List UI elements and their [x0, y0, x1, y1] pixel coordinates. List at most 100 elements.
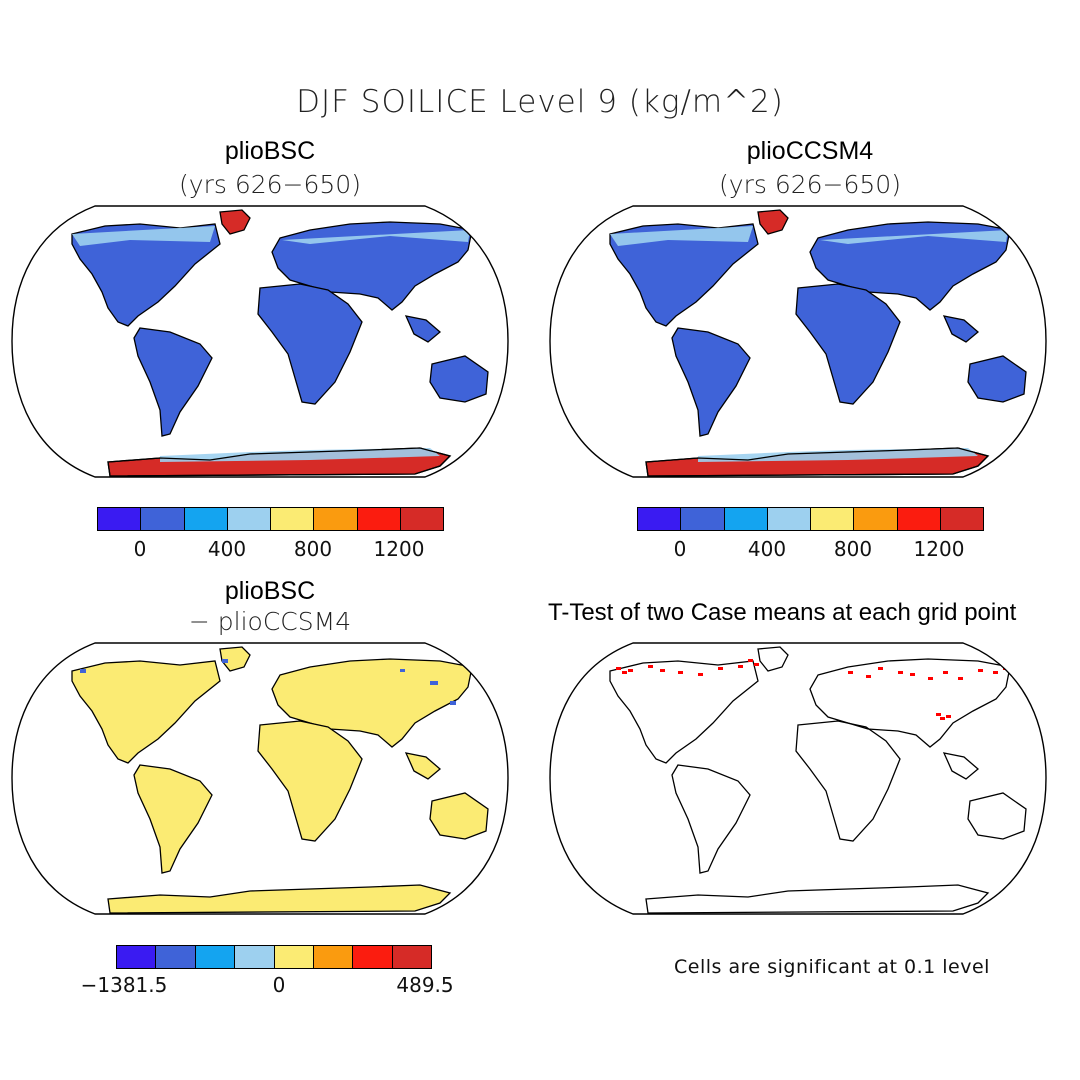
- map-border: [11, 642, 509, 915]
- colorbar-tick: 1200: [373, 537, 425, 561]
- significant-cell: [628, 669, 633, 672]
- significant-cell: [993, 671, 998, 674]
- landmass-europe: [271, 658, 473, 748]
- diff-patch: [80, 669, 86, 673]
- significant-cell: [878, 667, 883, 670]
- highlat-band: [698, 448, 978, 462]
- highlat-band: [820, 230, 1008, 244]
- panel-subtitle-top-right: (yrs 626−650): [719, 170, 901, 199]
- significant-cell: [866, 675, 871, 678]
- panel-title-bottom-left: plioBSC: [224, 577, 316, 605]
- colorbar-swatch: [897, 508, 941, 530]
- colorbar-swatch: [271, 508, 315, 530]
- colorbar-tick: −1381.5: [80, 973, 168, 997]
- landmass-africa: [795, 283, 901, 405]
- colorbar-swatch: [98, 508, 142, 530]
- landmass-africa: [257, 283, 363, 405]
- colorbar-swatch: [353, 946, 393, 968]
- colorbar-tick: 0: [272, 973, 286, 997]
- landmass-greenland: [757, 209, 789, 235]
- map-border: [11, 205, 509, 478]
- diff-patch: [222, 659, 228, 663]
- map-border: [549, 205, 1047, 478]
- landmass-samerica: [671, 764, 751, 874]
- landmass-greenland: [219, 209, 251, 235]
- significant-cell: [928, 677, 933, 680]
- map-top-left: [11, 205, 509, 478]
- colorbar-tick: 0: [673, 537, 687, 561]
- significant-cell: [678, 671, 683, 674]
- landmass-namerica: [71, 223, 221, 327]
- colorbar-tick: 489.5: [396, 973, 454, 997]
- highlat-band: [282, 230, 470, 244]
- significant-cell: [848, 671, 853, 674]
- significant-cell: [660, 669, 665, 672]
- significant-cell: [748, 659, 753, 662]
- landmass-europe: [809, 221, 1011, 311]
- significant-cell: [616, 667, 621, 670]
- landmass-australia: [429, 355, 489, 403]
- colorbar-tick: 400: [207, 537, 247, 561]
- colorbar-swatch: [313, 946, 354, 968]
- colorbar-swatch: [638, 508, 682, 530]
- colorbar-swatch: [195, 946, 236, 968]
- panel-subtitle-bottom-left: − plioCCSM4: [188, 607, 352, 636]
- highlat-band: [610, 226, 753, 246]
- highlat-band: [160, 448, 440, 462]
- panel-title-top-right: plioCCSM4: [746, 137, 874, 165]
- colorbar-swatch: [274, 946, 314, 968]
- colorbar-tick: 1200: [913, 537, 965, 561]
- landmass-samerica: [671, 327, 751, 437]
- colorbar-swatch: [235, 946, 275, 968]
- significant-cell: [943, 671, 948, 674]
- colorbar-tick: 0: [133, 537, 147, 561]
- colorbar-swatch: [141, 508, 185, 530]
- landmass-greenland: [757, 646, 789, 672]
- diff-patch: [400, 669, 405, 672]
- colorbar-swatch: [681, 508, 725, 530]
- colorbar-swatch: [767, 508, 811, 530]
- panel-subtitle-top-left: (yrs 626−650): [179, 170, 361, 199]
- colorbar-swatch: [117, 946, 157, 968]
- landmass-seasia: [404, 752, 442, 780]
- colorbar-swatch: [156, 946, 196, 968]
- significant-cell: [698, 673, 703, 676]
- figure-title: DJF SOILICE Level 9 (kg/m^2): [296, 84, 784, 120]
- diff-patch: [450, 701, 456, 705]
- landmass-samerica: [133, 327, 213, 437]
- colorbar-top-left: [97, 507, 444, 531]
- significant-cell: [910, 673, 915, 676]
- landmass-australia: [967, 792, 1027, 840]
- landmass-africa: [795, 720, 901, 842]
- landmass-seasia: [942, 315, 980, 343]
- significant-cell: [940, 717, 945, 720]
- significant-cell: [936, 713, 941, 716]
- colorbar-swatch: [940, 508, 983, 530]
- significant-cell: [718, 667, 723, 670]
- significant-cell: [648, 665, 653, 668]
- significant-cell: [978, 669, 983, 672]
- colorbar-swatch: [357, 508, 401, 530]
- significant-cell: [754, 663, 759, 666]
- colorbar-swatch: [724, 508, 768, 530]
- significance-note: Cells are significant at 0.1 level: [674, 956, 990, 978]
- landmass-namerica: [71, 660, 221, 764]
- landmass-africa: [257, 720, 363, 842]
- landmass-outline: [107, 447, 452, 477]
- colorbar-swatch: [184, 508, 228, 530]
- colorbar-swatch: [227, 508, 271, 530]
- colorbar-tick: 800: [833, 537, 873, 561]
- landmass-seasia: [942, 752, 980, 780]
- significant-cell: [958, 677, 963, 680]
- diff-patch: [430, 681, 438, 685]
- landmass-europe: [271, 221, 473, 311]
- panel-title-top-left: plioBSC: [224, 137, 316, 165]
- colorbar-bottom-left: [116, 945, 432, 969]
- significant-cell: [622, 671, 627, 674]
- landmass-antarctica: [107, 884, 452, 914]
- landmass-australia: [429, 792, 489, 840]
- map-top-right: [549, 205, 1047, 478]
- colorbar-tick: 400: [747, 537, 787, 561]
- panel-title-bottom-right: T-Test of two Case means at each grid po…: [548, 599, 1017, 626]
- colorbar-swatch: [811, 508, 855, 530]
